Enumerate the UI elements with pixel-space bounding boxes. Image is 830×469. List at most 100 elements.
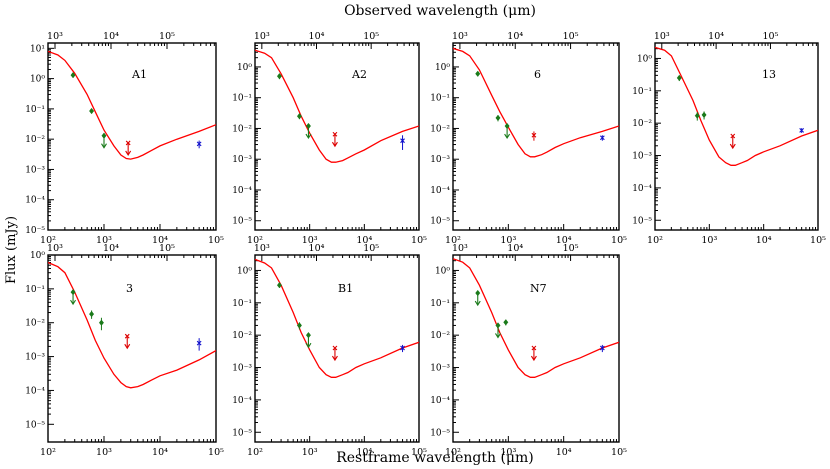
top-axis-label: Observed wavelength (μm) [344, 3, 536, 19]
panel-3: 10² 10³ 10⁴ 10⁵ 10³ 10⁴ 10⁵ 10⁰ 10⁻¹ 10⁻² 10⁻³ 10⁻⁴… [25, 243, 224, 458]
y-tick-label: 10⁻⁵ [232, 217, 252, 227]
x2-tick-label: 10⁵ [159, 243, 175, 254]
y-tick-label: 10⁻⁴ [232, 186, 252, 196]
x2-tick-label: 10³ [452, 243, 468, 254]
y-tick-label: 10⁰ [30, 75, 45, 85]
red-data-point-limit-arrow [125, 150, 132, 156]
x-tick-label: 10³ [500, 235, 516, 246]
x2-tick-label: 10⁵ [159, 31, 175, 42]
model-curve [48, 261, 216, 389]
x-tick-label: 10⁵ [611, 447, 627, 458]
green-data-point [276, 281, 282, 289]
x-tick-label: 10⁵ [810, 235, 826, 246]
x-tick-label: 10² [40, 447, 56, 458]
x2-tick-label: 10⁴ [507, 31, 523, 42]
x-tick-label: 10² [445, 235, 461, 246]
y-tick-label: 10⁻⁴ [232, 396, 252, 406]
y-tick-label: 10⁰ [435, 63, 450, 73]
model-curve [453, 47, 619, 158]
x-tick-label: 10⁴ [556, 447, 572, 458]
y-tick-label: 10⁻⁴ [430, 396, 450, 406]
x-tick-label: 10⁵ [411, 447, 427, 458]
x2-tick-label: 10⁴ [309, 31, 325, 42]
y-tick-label: 10⁻⁴ [25, 196, 45, 206]
green-data-point [475, 70, 481, 77]
green-data-point-limit-arrow [495, 333, 501, 339]
x-tick-label: 10² [247, 235, 263, 246]
green-data-point [305, 122, 311, 130]
green-data-point [89, 310, 95, 318]
y-tick-label: 10⁻¹ [632, 87, 652, 97]
blue-data-point [196, 340, 202, 346]
green-data-point [475, 289, 481, 297]
x2-tick-label: 10⁴ [103, 31, 119, 42]
red-data-point-limit-arrow [530, 355, 537, 362]
x-tick-label: 10² [247, 447, 263, 458]
panel-13: 10² 10³ 10⁴ 10⁵ 10³ 10⁴ 10⁵ 10⁰ 10⁻¹ 10⁻² 10⁻³ 10⁻⁴… [632, 31, 826, 246]
y-tick-label: 10⁻⁴ [25, 386, 45, 396]
x2-tick-label: 10³ [47, 31, 63, 42]
blue-data-point [599, 135, 605, 141]
x-tick-label: 10⁵ [208, 447, 224, 458]
y-tick-label: 10⁻⁵ [632, 216, 652, 226]
panel-B1: 10² 10³ 10⁴ 10⁵ 10³ 10⁴ 10⁵ 10⁰ 10⁻¹ 10⁻² 10⁻³ 10⁻⁴… [232, 243, 427, 458]
y-tick-label: 10⁻² [25, 135, 45, 145]
x-tick-label: 10⁴ [152, 235, 168, 246]
green-data-point [89, 107, 95, 115]
panel-A2: 10² 10³ 10⁴ 10⁵ 10³ 10⁴ 10⁵ 10⁰ 10⁻¹ 10⁻² 10⁻³ 10⁻⁴… [232, 31, 427, 246]
red-data-point [531, 132, 537, 138]
green-data-point-limit-arrow [474, 300, 481, 307]
red-data-point [124, 333, 130, 339]
x-tick-label: 10⁵ [611, 235, 627, 246]
x2-tick-label: 10³ [47, 243, 63, 254]
green-data-point-limit-arrow [305, 342, 312, 349]
x2-tick-label: 10⁴ [103, 243, 119, 254]
x2-tick-label: 10⁵ [363, 243, 379, 254]
x-tick-label: 10² [40, 235, 56, 246]
red-data-point [531, 345, 537, 351]
x-tick-label: 10³ [302, 447, 318, 458]
red-data-point [332, 345, 338, 351]
x-tick-label: 10⁴ [356, 447, 372, 458]
blue-data-point [196, 141, 202, 147]
model-curve [453, 258, 619, 378]
y-tick-label: 10⁻¹ [25, 285, 45, 295]
green-data-point-limit-arrow [70, 299, 77, 306]
blue-data-point [400, 345, 405, 351]
y-tick-label: 10⁰ [435, 266, 450, 276]
blue-data-point [799, 127, 805, 133]
red-data-point [125, 140, 131, 146]
green-data-point-limit-arrow [504, 133, 511, 140]
y-tick-label: 10⁻¹ [430, 94, 450, 104]
model-curve [255, 258, 419, 378]
x2-tick-label: 10³ [254, 31, 270, 42]
y-tick-label: 10⁻² [232, 331, 252, 341]
y-tick-label: 10⁻⁵ [25, 420, 45, 430]
y-tick-label: 10⁻⁵ [25, 226, 45, 236]
y-tick-label: 10⁻⁵ [430, 217, 450, 227]
green-data-point [503, 319, 509, 326]
panel-title: 3 [126, 282, 133, 295]
x-tick-label: 10⁴ [356, 235, 372, 246]
green-data-point [495, 322, 501, 329]
x-tick-label: 10³ [701, 235, 717, 246]
x2-tick-label: 10⁵ [763, 31, 779, 42]
plot-frame [254, 42, 420, 231]
y-tick-label: 10⁻² [232, 124, 252, 134]
panel-N7: 10² 10³ 10⁴ 10⁵ 10³ 10⁴ 10⁵ 10⁰ 10⁻¹ 10⁻² 10⁻³ 10⁻⁴… [430, 243, 627, 458]
y-tick-label: 10⁻¹ [232, 94, 252, 104]
green-data-point [98, 319, 104, 326]
x-tick-label: 10³ [302, 235, 318, 246]
plot-frame [47, 42, 217, 231]
green-data-point-limit-arrow [305, 133, 312, 140]
green-data-point [70, 288, 76, 296]
green-data-point [296, 113, 302, 120]
x-tick-label: 10³ [96, 447, 112, 458]
red-data-point-limit-arrow [331, 141, 338, 148]
y-tick-label: 10⁻³ [632, 152, 652, 162]
green-data-point [676, 74, 682, 82]
x2-tick-label: 10⁴ [708, 31, 724, 42]
green-data-point [495, 114, 501, 122]
